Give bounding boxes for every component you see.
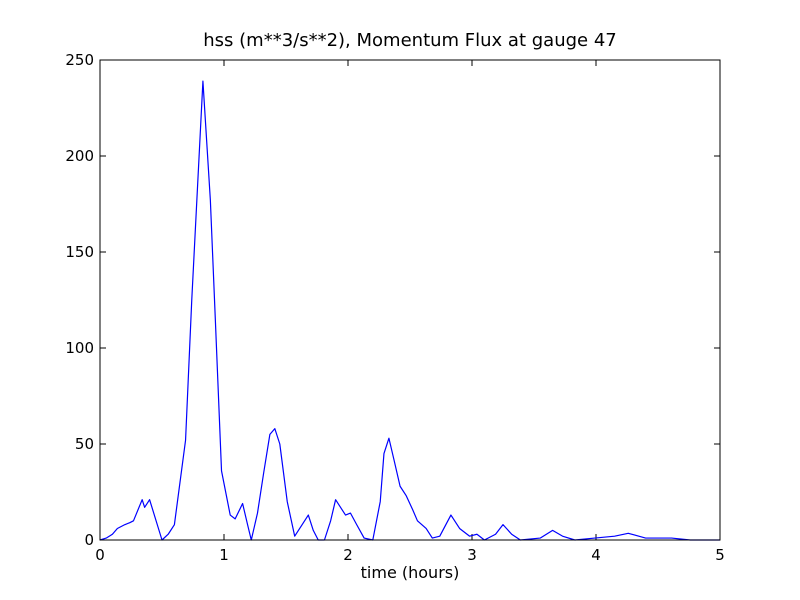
x-tick-label: 0: [95, 546, 105, 564]
x-tick-label: 3: [467, 546, 477, 564]
plot-frame: [99, 59, 721, 541]
chart-title: hss (m**3/s**2), Momentum Flux at gauge …: [203, 30, 616, 51]
x-tick-label: 1: [219, 546, 229, 564]
y-tick-label: 0: [84, 531, 94, 549]
x-axis-label: time (hours): [361, 563, 460, 582]
y-tick-label: 250: [65, 51, 94, 69]
data-line: [99, 80, 720, 541]
y-tick-label: 100: [65, 339, 94, 357]
y-tick-label: 150: [65, 243, 94, 261]
x-tick-label: 4: [591, 546, 601, 564]
y-tick-label: 50: [75, 435, 94, 453]
x-tick-label: 5: [715, 546, 725, 564]
y-tick-label: 200: [65, 147, 94, 165]
x-tick-label: 2: [343, 546, 353, 564]
